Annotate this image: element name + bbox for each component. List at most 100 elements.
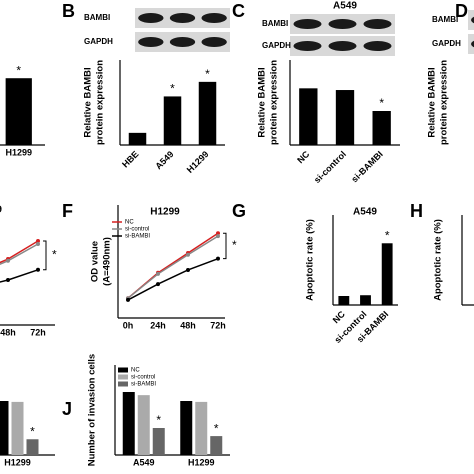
- blot-label: BAMBI: [432, 15, 458, 24]
- line: [127, 257, 219, 301]
- line: [0, 243, 39, 266]
- x-tick-label: H1299: [5, 147, 32, 157]
- x-tick-label: A549: [153, 149, 175, 171]
- bar: [180, 401, 193, 455]
- blot-strip: [468, 34, 474, 54]
- bar: [11, 401, 24, 455]
- blot-label: GAPDH: [432, 39, 461, 48]
- legend-swatch: [118, 367, 128, 373]
- point: [186, 267, 190, 272]
- significance-marker: *: [52, 248, 57, 262]
- bar: [152, 428, 165, 455]
- chart-title: H1299: [150, 207, 180, 218]
- bracket: [43, 240, 47, 271]
- significance-marker: *: [214, 421, 219, 435]
- significance-marker: *: [385, 228, 390, 242]
- legend-label: NC: [131, 368, 140, 374]
- significance-marker: *: [30, 424, 35, 438]
- y-axis-label: Apoptotic rate (%): [305, 219, 316, 301]
- point: [6, 278, 10, 282]
- blot-band: [328, 19, 357, 29]
- x-tick-label: si-control: [312, 149, 348, 185]
- significance-marker: *: [379, 96, 384, 110]
- significance-marker: *: [205, 67, 210, 81]
- legend-label: si-BAMBI: [125, 234, 150, 240]
- x-tick-label: H1299: [4, 457, 31, 467]
- bar: [299, 88, 318, 145]
- point: [186, 252, 190, 257]
- blot-band: [201, 37, 227, 47]
- blot-band: [138, 13, 164, 23]
- blot-band: [471, 40, 474, 48]
- bar: [338, 296, 350, 305]
- y-axis-label: Apoptotic rate (%): [433, 219, 444, 301]
- point: [126, 297, 130, 302]
- bar: [128, 132, 147, 145]
- bar: [0, 401, 9, 455]
- point: [216, 231, 220, 236]
- panel-letter: B: [62, 1, 75, 21]
- bar: [198, 81, 217, 145]
- x-tick-label: 48h: [0, 327, 16, 337]
- line: [0, 269, 39, 283]
- line: [127, 232, 219, 299]
- panel-letter: C: [232, 1, 245, 21]
- bar: [137, 395, 150, 455]
- point: [36, 242, 40, 246]
- blot-band: [169, 13, 196, 23]
- blot-strip: [468, 10, 474, 30]
- panel-letter: G: [232, 201, 246, 221]
- point: [216, 234, 220, 239]
- chart-title: A549: [333, 1, 357, 12]
- bar: [122, 392, 135, 455]
- bar: [372, 111, 391, 145]
- x-tick-label: H1299: [185, 149, 211, 175]
- y-axis-label: (A=490nm): [102, 237, 113, 286]
- chart-title: A549: [353, 207, 377, 218]
- blot-label: BAMBI: [262, 19, 288, 28]
- x-tick-label: A549: [133, 457, 155, 467]
- blot-band: [363, 19, 392, 29]
- bar: [195, 401, 208, 455]
- line: [0, 240, 39, 264]
- line: [127, 235, 219, 299]
- x-tick-label: H1299: [188, 457, 215, 467]
- blot-label: BAMBI: [84, 13, 110, 22]
- point: [6, 258, 10, 263]
- y-axis-label: Relative BAMBI: [83, 67, 94, 137]
- blot-band: [328, 41, 357, 51]
- legend-label: NC: [125, 220, 134, 226]
- x-tick-label: NC: [295, 149, 312, 166]
- y-axis-label: Relative BAMBI: [257, 67, 268, 137]
- blot-band: [363, 41, 392, 51]
- blot-band: [138, 37, 164, 47]
- y-axis-label: protein expression: [269, 60, 280, 145]
- y-axis-label: protein expression: [95, 60, 106, 145]
- significance-marker: *: [170, 82, 175, 96]
- bar: [210, 436, 223, 455]
- panel-letter: D: [455, 1, 468, 21]
- bar: [335, 90, 355, 145]
- legend-swatch: [118, 381, 128, 387]
- significance-marker: *: [156, 413, 161, 427]
- point: [156, 271, 160, 276]
- legend-label: si-BAMBI: [131, 382, 156, 388]
- legend-label: si-control: [125, 227, 149, 233]
- point: [36, 267, 40, 272]
- blot-band: [471, 16, 474, 24]
- blot-band: [201, 13, 227, 23]
- blot-band: [293, 19, 322, 29]
- blot-label: GAPDH: [262, 41, 291, 50]
- significance-marker: *: [16, 63, 21, 77]
- point: [36, 239, 40, 243]
- panel-letter: H: [410, 201, 423, 221]
- panel-letter: J: [62, 399, 72, 419]
- x-tick-label: NC: [331, 309, 348, 326]
- blot-band: [293, 41, 322, 51]
- bar: [26, 439, 39, 455]
- blot-label: GAPDH: [84, 37, 113, 46]
- point: [156, 282, 160, 287]
- y-axis-label: OD value: [90, 241, 101, 282]
- x-tick-label: HBE: [120, 149, 141, 170]
